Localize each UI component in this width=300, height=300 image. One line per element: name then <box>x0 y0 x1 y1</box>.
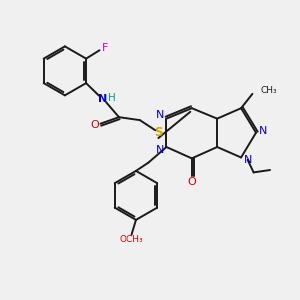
Text: F: F <box>102 43 108 53</box>
Text: OCH₃: OCH₃ <box>120 236 143 244</box>
Text: N: N <box>259 126 268 136</box>
Text: N: N <box>98 94 107 103</box>
Text: S: S <box>154 126 163 139</box>
Text: N: N <box>156 145 164 155</box>
Text: N: N <box>244 155 252 165</box>
Text: O: O <box>91 120 99 130</box>
Text: N: N <box>156 110 164 120</box>
Text: H: H <box>108 93 116 103</box>
Text: O: O <box>188 177 196 187</box>
Text: CH₃: CH₃ <box>261 86 278 95</box>
